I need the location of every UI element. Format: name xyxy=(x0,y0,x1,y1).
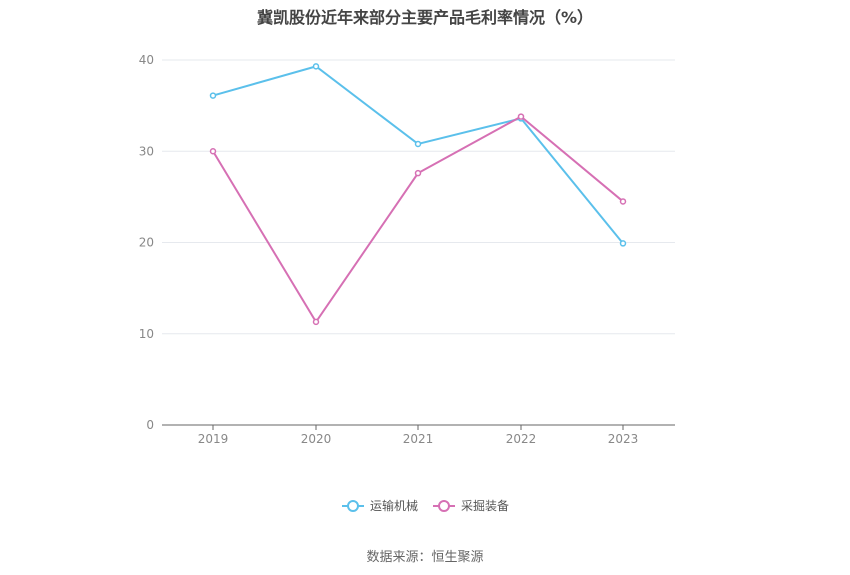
series-layer xyxy=(209,63,627,326)
data-point xyxy=(209,92,217,99)
axes: 0 10 20 30 40 2019 2020 2021 2022 2023 xyxy=(139,53,675,446)
y-tick-label: 40 xyxy=(139,53,154,67)
legend-marker xyxy=(438,500,450,512)
legend-label: 采掘装备 xyxy=(461,498,509,513)
x-tick-label: 2021 xyxy=(403,432,434,446)
x-tick-label: 2023 xyxy=(608,432,639,446)
y-tick-label: 30 xyxy=(139,144,154,158)
x-tick-label: 2022 xyxy=(506,432,537,446)
legend-item-1[interactable]: 运输机械 xyxy=(342,498,418,513)
grid-lines xyxy=(162,59,675,335)
x-tick-label: 2020 xyxy=(301,432,332,446)
legend-marker xyxy=(347,500,359,512)
data-point xyxy=(414,169,422,177)
legend-label: 运输机械 xyxy=(370,498,418,513)
data-point xyxy=(312,318,320,326)
chart-title: 冀凯股份近年来部分主要产品毛利率情况（%） xyxy=(256,8,594,27)
series-line-2 xyxy=(212,115,624,324)
source-note: 数据来源：恒生聚源 xyxy=(366,550,484,565)
data-point xyxy=(312,63,320,70)
series-line-1 xyxy=(212,65,624,245)
data-point xyxy=(209,148,217,155)
x-tick-label: 2019 xyxy=(198,432,229,446)
legend[interactable]: 运输机械 采掘装备 xyxy=(342,498,509,513)
data-point xyxy=(619,198,627,205)
data-point xyxy=(414,140,422,148)
y-tick-label: 20 xyxy=(139,236,154,250)
y-tick-label: 10 xyxy=(139,327,154,341)
y-tick-label: 0 xyxy=(146,418,154,432)
data-point xyxy=(517,113,525,120)
legend-item-2[interactable]: 采掘装备 xyxy=(433,498,509,513)
data-point xyxy=(619,240,627,247)
